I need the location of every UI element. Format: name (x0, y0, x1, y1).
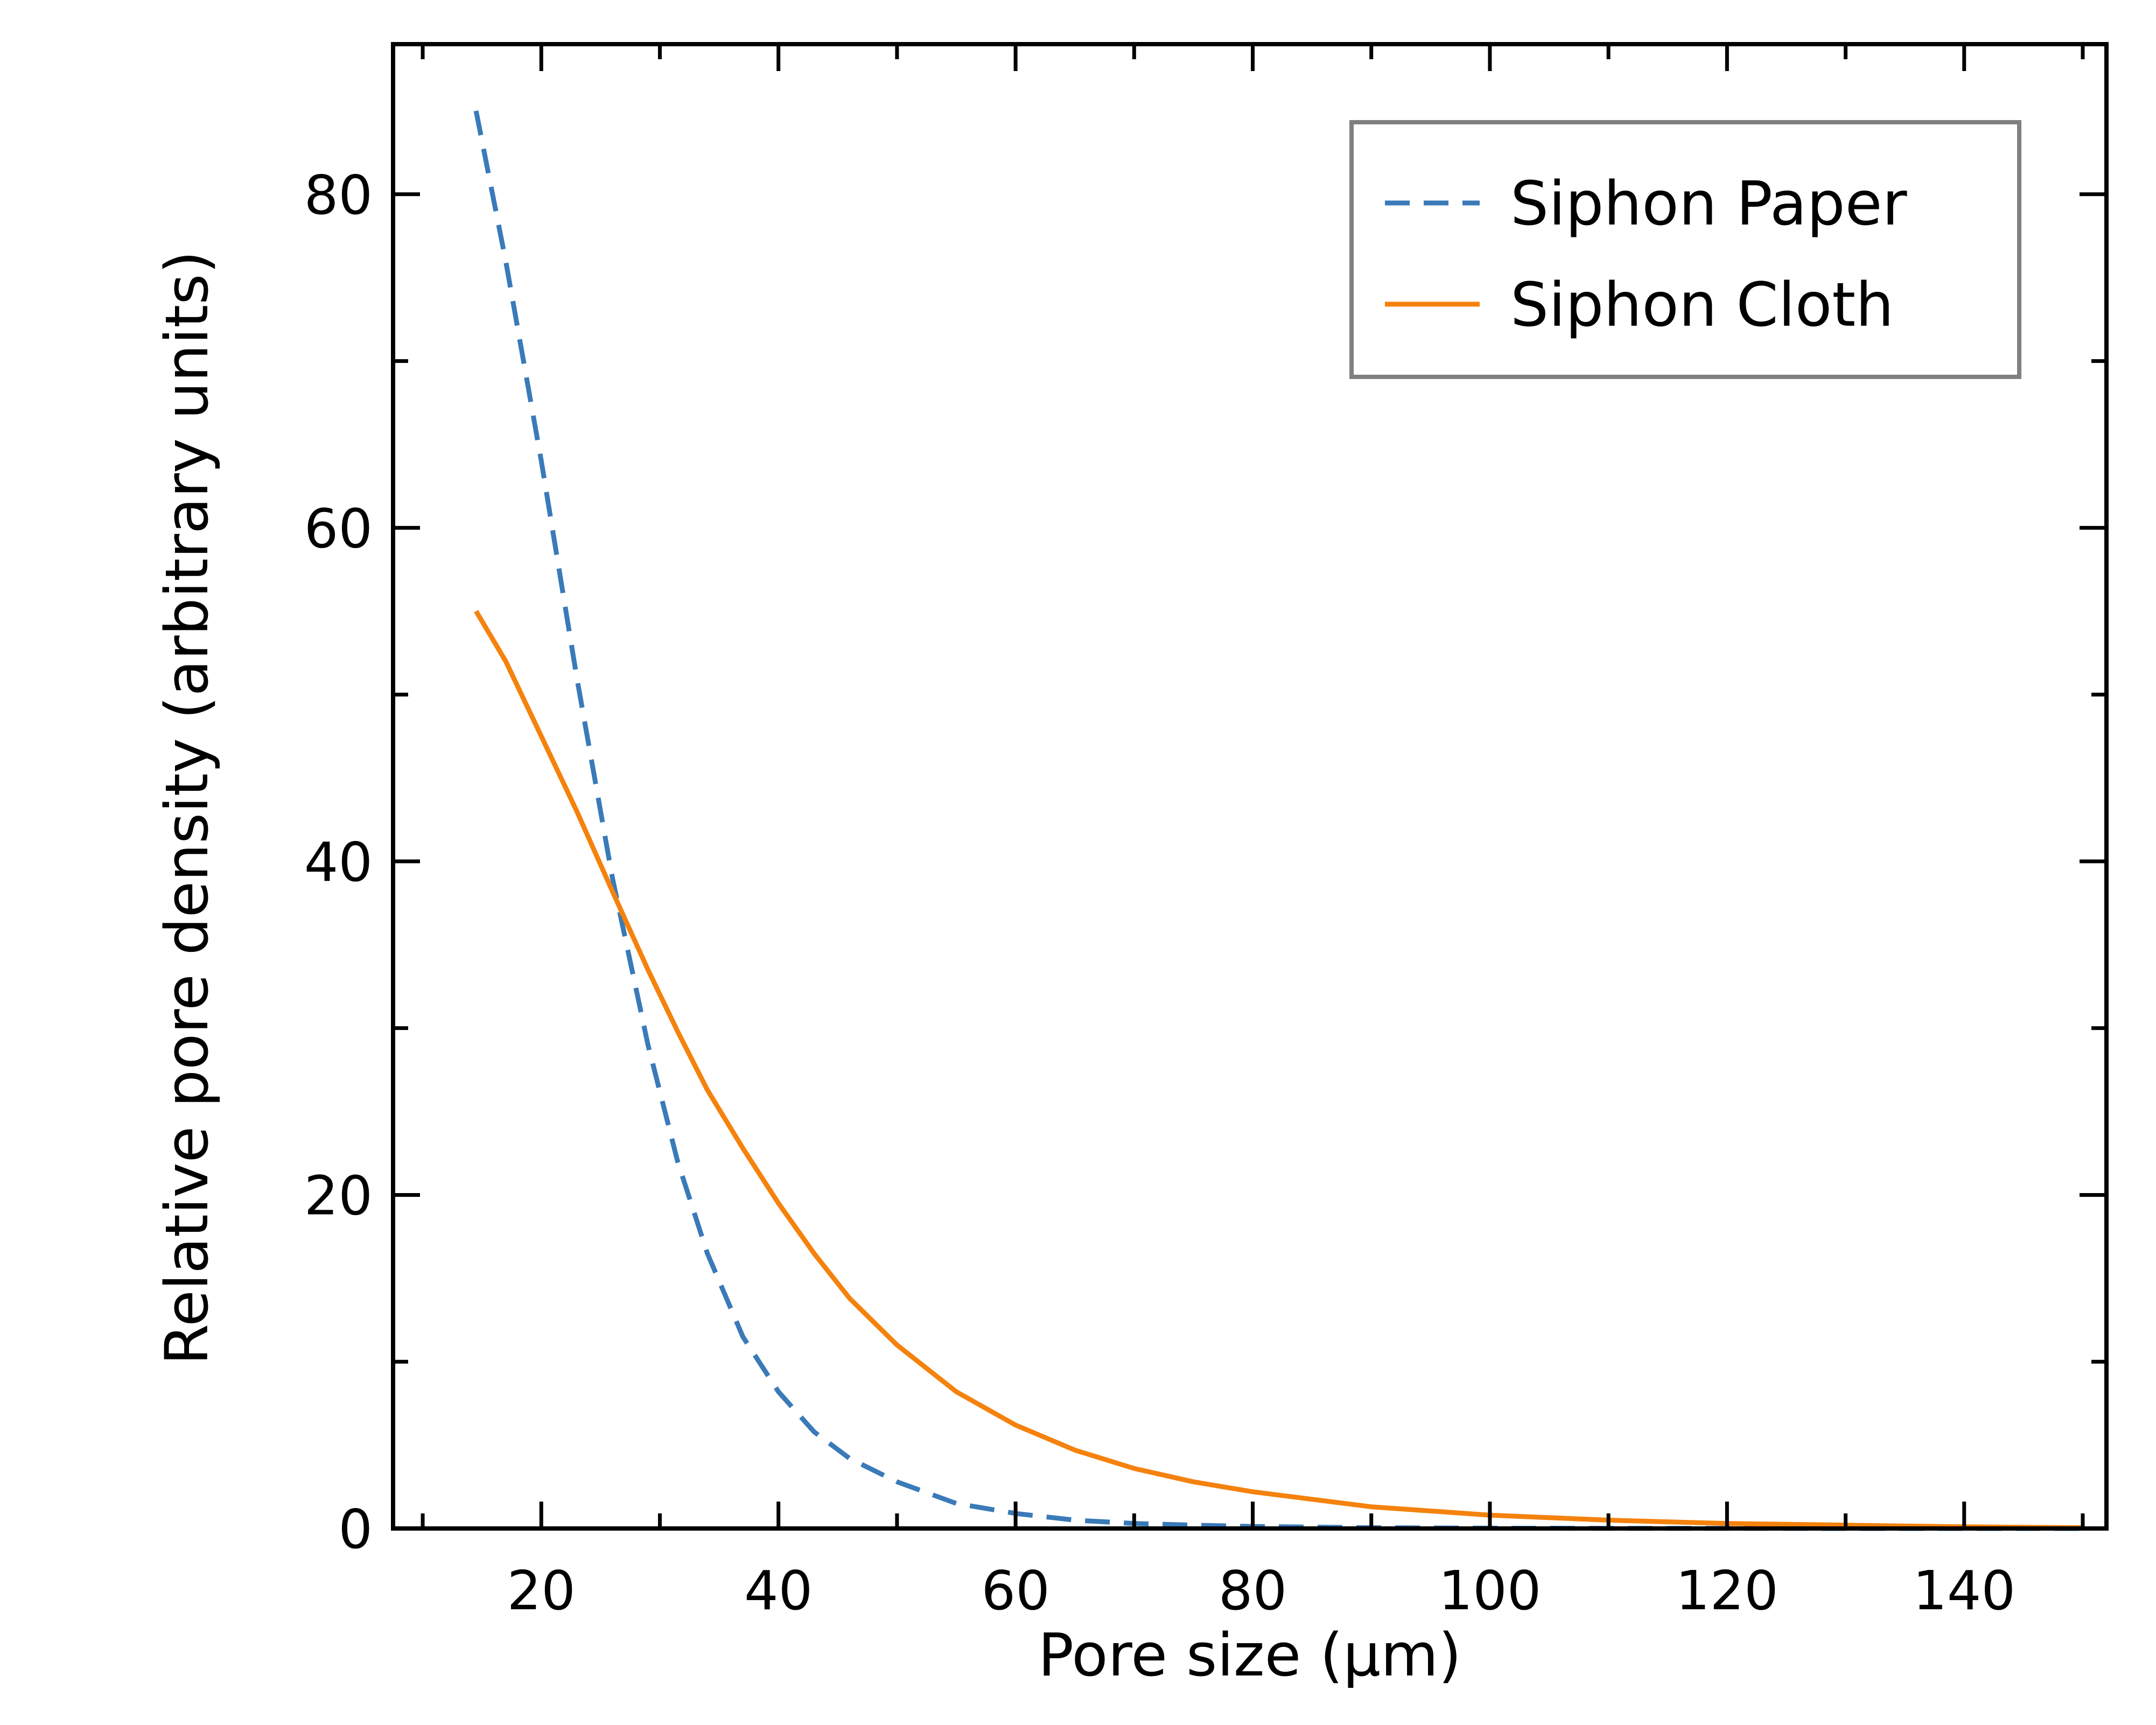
x-axis-label: Pore size (μm) (1038, 1621, 1461, 1689)
legend-label-0: Siphon Paper (1510, 169, 1908, 239)
series-layer (473, 110, 2083, 1531)
legend: Siphon Paper Siphon Cloth (1349, 120, 2021, 379)
tick-layer (393, 44, 2106, 1531)
ticklabel-layer: 20 40 60 80 100 120 140 0 20 40 60 80 (304, 164, 2015, 1622)
legend-box (1349, 120, 2021, 379)
y-tick-label: 60 (304, 497, 373, 560)
x-tick-label: 40 (744, 1559, 813, 1622)
y-tick-label: 20 (304, 1164, 373, 1227)
plot-frame (391, 42, 2109, 1531)
y-tick-label: 40 (304, 831, 373, 894)
y-tick-label: 80 (304, 164, 373, 227)
x-tick-label: 60 (981, 1559, 1049, 1622)
y-axis-label: Relative pore density (arbitrary units) (152, 251, 221, 1365)
series-line-1 (474, 609, 2083, 1530)
x-tick-label: 140 (1913, 1559, 2015, 1622)
x-tick-label: 80 (1219, 1559, 1287, 1622)
y-tick-label: 0 (338, 1498, 373, 1561)
x-tick-label: 20 (507, 1559, 576, 1622)
legend-label-1: Siphon Cloth (1510, 270, 1894, 340)
x-tick-label: 120 (1676, 1559, 1779, 1622)
x-tick-label: 100 (1438, 1559, 1541, 1622)
